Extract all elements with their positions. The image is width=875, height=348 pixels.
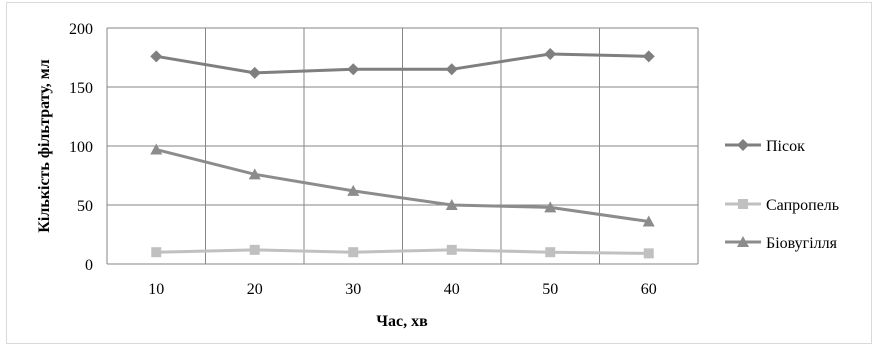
- series-layer: [150, 47, 655, 259]
- x-tick-labels: 10 20 30 40 50 60: [148, 281, 657, 298]
- y-tick-label: 150: [69, 80, 93, 97]
- x-tick-label: 60: [641, 281, 657, 298]
- legend-marker: [737, 236, 749, 247]
- x-tick-label: 50: [542, 281, 558, 298]
- data-point: [248, 66, 261, 79]
- data-point: [544, 47, 557, 60]
- series-1: [150, 47, 655, 79]
- data-point: [150, 50, 163, 63]
- legend-item: Пісок: [725, 138, 805, 155]
- legend-marker: [738, 199, 748, 209]
- data-point: [446, 244, 457, 255]
- chart-frame: [6, 2, 872, 344]
- x-axis-title: Час, хв: [376, 313, 428, 330]
- y-tick-label: 100: [69, 139, 93, 156]
- legend-label: Сапропель: [766, 197, 839, 214]
- legend-label: Біовугілля: [766, 235, 838, 252]
- y-tick-label: 50: [77, 198, 93, 215]
- legend-label: Пісок: [766, 138, 805, 155]
- legend-item: Сапропель: [725, 197, 839, 214]
- x-tick-label: 30: [345, 281, 361, 298]
- data-point: [544, 201, 557, 213]
- data-point: [151, 247, 162, 258]
- data-point: [642, 50, 655, 63]
- data-point: [445, 63, 458, 76]
- data-point: [347, 63, 360, 76]
- data-point: [249, 244, 260, 255]
- data-point: [642, 215, 655, 227]
- series-line: [156, 52, 649, 75]
- series-line: [155, 148, 649, 224]
- legend: Пісок Сапропель Біовугілля: [725, 138, 839, 252]
- x-tick-label: 10: [148, 281, 164, 298]
- x-tick-label: 20: [247, 281, 263, 298]
- series-2: [151, 244, 654, 259]
- y-tick-label: 0: [85, 257, 93, 274]
- y-tick-labels: 0 50 100 150 200: [69, 21, 93, 274]
- legend-item: Біовугілля: [725, 235, 838, 252]
- y-axis-title: Кількість фільтрату, мл: [36, 59, 53, 232]
- data-point: [347, 184, 360, 196]
- y-tick-label: 200: [69, 21, 93, 38]
- data-point: [150, 143, 163, 155]
- x-tick-label: 40: [444, 281, 460, 298]
- legend-marker: [737, 139, 749, 151]
- series-3: [150, 143, 655, 227]
- grid: [106, 27, 699, 265]
- data-point: [643, 248, 654, 259]
- series-line: [156, 248, 649, 255]
- data-point: [348, 247, 359, 258]
- data-point: [545, 247, 556, 258]
- data-point: [445, 199, 458, 210]
- data-point: [248, 168, 261, 180]
